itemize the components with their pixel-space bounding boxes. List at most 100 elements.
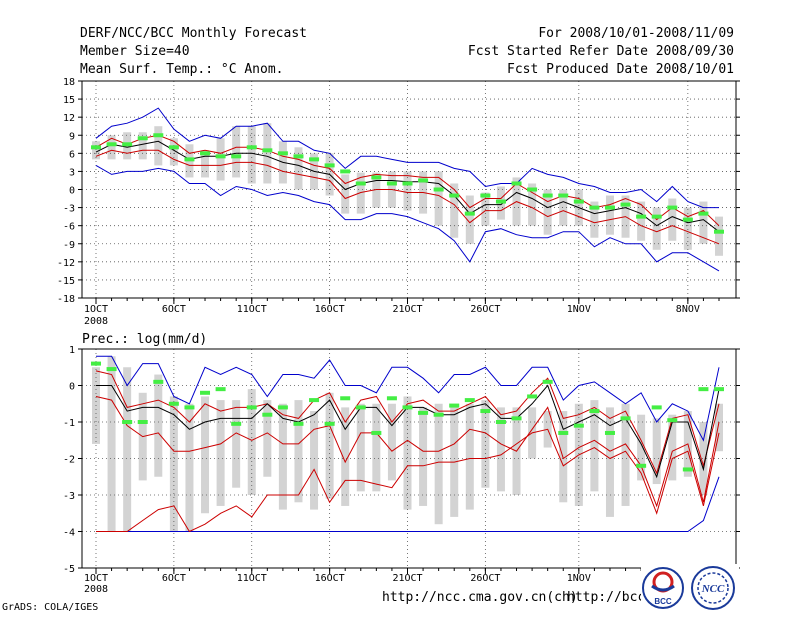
observed-mark <box>573 423 584 428</box>
observed-mark <box>200 390 211 395</box>
observed-mark <box>418 178 429 183</box>
upper-band-line <box>95 134 720 227</box>
observed-mark <box>402 181 413 186</box>
x-tick-label: 16OCT <box>315 304 345 315</box>
spread-box <box>107 356 116 532</box>
observed-mark <box>184 405 195 410</box>
observed-mark <box>355 405 366 410</box>
x-tick-label: 6OCT <box>162 573 186 584</box>
bcc-url-link[interactable]: http://bcc. <box>567 590 654 605</box>
observed-mark <box>309 398 320 403</box>
y-tick-label: 0 <box>69 186 75 197</box>
observed-mark <box>698 211 709 216</box>
spread-box <box>668 414 677 481</box>
observed-mark <box>527 394 538 399</box>
observed-mark <box>480 409 491 414</box>
spread-box <box>154 126 163 166</box>
lower-band-line <box>95 149 720 245</box>
spread-box <box>652 207 661 250</box>
precipitation-title: Prec.: log(mm/d) <box>82 332 207 347</box>
x-tick-label: 16OCT <box>315 573 345 584</box>
spread-box <box>216 400 225 506</box>
observed-mark <box>137 136 148 141</box>
y-tick-label: 6 <box>69 149 75 160</box>
observed-mark <box>651 214 662 219</box>
observed-mark <box>418 410 429 415</box>
spread-box <box>169 138 178 166</box>
x-tick-label: 26OCT <box>470 573 500 584</box>
spread-box <box>715 403 723 452</box>
spread-box <box>403 171 412 211</box>
observed-mark <box>433 412 444 417</box>
y-tick-label: -15 <box>57 276 75 287</box>
observed-mark <box>215 154 226 159</box>
observed-mark <box>340 396 351 401</box>
observed-mark <box>589 205 600 210</box>
y-tick-label: -1 <box>63 418 75 429</box>
forecast-start-label: Fcst Started Refer Date 2008/09/30 <box>467 44 734 59</box>
spread-box <box>590 400 599 492</box>
ncc-url-link[interactable]: http://ncc.cma.gov.cn(ch) <box>382 590 578 605</box>
spread-box <box>621 403 630 506</box>
y-tick-label: 3 <box>69 167 75 178</box>
spread-box <box>263 123 272 184</box>
observed-mark <box>542 193 553 198</box>
x-tick-label: 21OCT <box>392 573 422 584</box>
temperature-panel: -18 -15 -12 -9 -6 -3 0 3 6 9 12 15 18 1OCT 6OCT 11OCT 16… <box>57 77 740 327</box>
spread-box <box>559 189 568 226</box>
y-tick-label: -3 <box>63 204 75 215</box>
observed-mark <box>449 403 460 408</box>
y-tick-label: -4 <box>63 528 75 539</box>
observed-mark <box>667 418 678 423</box>
spread-box <box>543 189 552 235</box>
ncc-logo: NCC <box>691 566 735 610</box>
observed-mark <box>184 157 195 162</box>
lower-band-line <box>95 396 720 508</box>
observed-mark <box>262 148 273 153</box>
observed-mark <box>91 145 101 150</box>
observed-mark <box>91 361 101 366</box>
spread-box <box>154 374 163 477</box>
observed-mark <box>371 175 382 180</box>
spread-box <box>528 183 537 226</box>
spread-box <box>605 407 614 517</box>
x-tick-label: 1NOV <box>567 573 591 584</box>
spread-box <box>356 403 365 492</box>
x-tick-label: 8NOV <box>676 304 700 315</box>
chart-title: DERF/NCC/BCC Monthly Forecast <box>80 26 307 41</box>
x-tick-label: 6OCT <box>162 304 186 315</box>
observed-mark <box>714 387 724 392</box>
spread-box <box>372 172 381 208</box>
observed-mark <box>122 142 133 147</box>
y-tick-label: 9 <box>69 131 75 142</box>
upper-band-line <box>95 370 720 475</box>
spread-box <box>652 418 661 485</box>
observed-mark <box>309 157 320 162</box>
spread-box <box>216 138 225 181</box>
observed-mark <box>168 145 179 150</box>
observed-mark <box>495 420 506 424</box>
observed-mark <box>324 163 335 168</box>
x-tick-label: 11OCT <box>237 573 267 584</box>
grads-credit: GrADS: COLA/IGES <box>2 602 99 613</box>
spread-box <box>356 172 365 214</box>
x-tick-label: 26OCT <box>470 304 500 315</box>
spread-box <box>247 389 256 495</box>
observed-mark <box>495 199 506 204</box>
spread-box <box>278 403 287 510</box>
x-tick-label: 11OCT <box>237 304 267 315</box>
y-tick-label: -3 <box>63 491 75 502</box>
min-line <box>95 164 720 272</box>
observed-mark <box>355 181 366 186</box>
spread-box <box>123 367 132 532</box>
observed-mark <box>527 187 538 192</box>
observed-mark <box>558 430 569 435</box>
observed-mark <box>542 379 553 384</box>
bcc-logo: BCC <box>642 567 684 609</box>
spread-box <box>341 407 350 506</box>
low-band-line <box>96 428 720 533</box>
y-tick-label: 0 <box>69 382 75 393</box>
max-line <box>96 355 720 442</box>
